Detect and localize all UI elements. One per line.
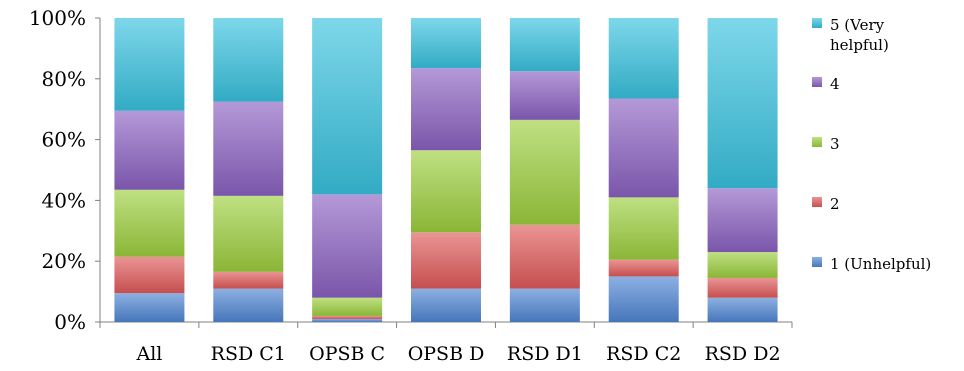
bar-segment	[213, 288, 284, 322]
bar-segment	[509, 224, 580, 289]
bar-segment	[114, 256, 185, 294]
x-tick-label: OPSB D	[408, 343, 485, 365]
bar-segment	[411, 150, 481, 233]
bar-segment	[411, 288, 481, 322]
legend-label: 5 (Very	[830, 16, 885, 34]
legend-label: 4	[830, 75, 840, 93]
legend-item: 2	[812, 195, 840, 213]
bar-stack	[411, 18, 481, 322]
legend-swatch	[812, 137, 822, 147]
y-tick-label: 100%	[29, 6, 86, 30]
bar-segment	[707, 18, 778, 189]
bar-segment	[114, 18, 185, 111]
bar-stack	[608, 18, 679, 322]
y-tick-label: 40%	[42, 188, 86, 212]
bar-segment	[411, 68, 481, 151]
bar-segment	[707, 277, 778, 298]
legend: 5 (Very helpful) 4 3 2 1 (Unhelpful)	[812, 16, 931, 273]
bar-segment	[213, 271, 284, 289]
legend-item: 5 (Very helpful)	[812, 16, 889, 54]
bar-segment	[608, 197, 679, 260]
legend-swatch	[812, 18, 822, 28]
bar-segment	[213, 101, 284, 196]
x-tick-label: RSD C2	[606, 343, 681, 365]
bar-segment	[312, 194, 383, 298]
bar-segment	[114, 189, 185, 257]
bar-stack	[707, 18, 778, 322]
x-tick-label: All	[135, 343, 162, 365]
legend-label: 1 (Unhelpful)	[830, 255, 931, 273]
bar-segment	[312, 297, 383, 316]
x-tick-label: RSD D1	[507, 343, 583, 365]
legend-label: 3	[830, 135, 840, 153]
bar-stack	[509, 18, 580, 322]
y-tick-label: 60%	[42, 128, 86, 152]
bar-segment	[213, 18, 284, 102]
y-tick-label: 20%	[42, 249, 86, 273]
legend-swatch	[812, 257, 822, 267]
legend-swatch	[812, 197, 822, 207]
bar-stack	[312, 18, 383, 322]
bar-segment	[608, 98, 679, 198]
bar-segment	[213, 195, 284, 272]
x-tick-label: OPSB C	[309, 343, 385, 365]
bar-segment	[509, 71, 580, 120]
bar-segment	[411, 232, 481, 289]
legend-item: 3	[812, 135, 840, 153]
bar-segment	[312, 315, 383, 319]
bar-segment	[608, 259, 679, 277]
bar-segment	[707, 188, 778, 253]
bar-segment	[312, 18, 383, 195]
axis-labels: 0% 20% 40% 60% 80% 100% All RSD C1 OPSB C OPSB D R…	[29, 6, 781, 365]
legend-item: 4	[812, 75, 840, 93]
y-tick-label: 0%	[54, 310, 86, 334]
bar-segment	[312, 318, 383, 322]
bar-segment	[114, 110, 185, 190]
bar-segment	[509, 18, 580, 72]
bar-stack	[114, 18, 185, 322]
legend-label: 2	[830, 195, 840, 213]
bars	[114, 18, 778, 322]
bar-segment	[707, 297, 778, 322]
bar-segment	[509, 288, 580, 322]
legend-label: helpful)	[830, 36, 889, 54]
x-tick-label: RSD D2	[705, 343, 781, 365]
legend-item: 1 (Unhelpful)	[812, 255, 931, 273]
y-tick-label: 80%	[42, 67, 86, 91]
bar-segment	[114, 293, 185, 322]
x-tick-label: RSD C1	[211, 343, 286, 365]
bar-segment	[608, 18, 679, 99]
bar-stack	[213, 18, 284, 322]
bar-segment	[411, 18, 481, 69]
bar-segment	[707, 252, 778, 278]
legend-swatch	[812, 77, 822, 87]
bar-segment	[509, 119, 580, 225]
bar-segment	[608, 276, 679, 322]
